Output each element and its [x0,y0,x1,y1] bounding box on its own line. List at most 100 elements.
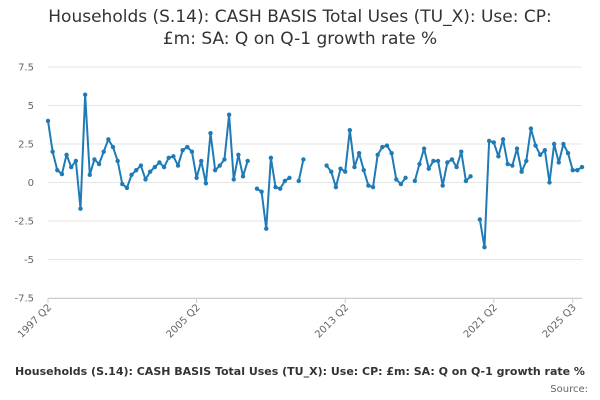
data-point [463,178,469,184]
data-point [180,147,185,153]
data-point [519,169,524,174]
data-point [435,158,441,164]
data-point [417,161,422,167]
data-point [87,172,92,177]
data-point [157,160,162,165]
data-point [106,137,111,142]
data-point [394,177,399,182]
series-line-segment [325,129,407,189]
data-point [245,158,250,164]
data-point [500,137,506,142]
data-point [92,157,97,162]
data-point [129,172,134,177]
source-label: Source: [550,384,588,395]
data-point [366,183,371,188]
chart-title-line-2: £m: SA: Q on Q-1 growth rate % [162,29,438,49]
data-point [482,244,487,250]
data-point [287,175,292,181]
data-point [254,186,260,191]
data-point [264,226,269,231]
y-tick-label: 7.5 [18,63,34,74]
data-point [375,152,380,157]
data-point [55,167,60,173]
data-point [547,180,552,185]
x-tick-label: 1997 Q2 [16,302,54,340]
series-line-group [47,93,583,249]
data-point [226,112,232,117]
chart-title-line-1: Households (S.14): CASH BASIS Total Uses… [48,7,552,27]
data-point [59,171,65,177]
data-point [538,152,543,157]
data-point [449,157,455,162]
data-point [120,181,125,187]
data-point [333,184,339,190]
y-tick-label: -7.5 [14,294,34,305]
data-point [138,163,144,168]
chart-title: Households (S.14): CASH BASIS Total Uses… [0,6,600,50]
data-point [194,175,199,181]
data-point [259,189,264,194]
data-point [82,92,88,97]
data-point [78,206,83,211]
data-point [342,169,348,174]
x-axis-tick-labels: 1997 Q2 2005 Q2 2013 Q2 2021 Q2 2025 Q3 [16,298,579,340]
data-point [356,151,362,156]
data-point [361,167,366,173]
data-point [124,185,130,191]
y-axis-tick-labels: 7.5 5 2.5 0 -2.5 -5 -7.5 [14,63,34,305]
data-point [459,149,464,154]
data-point [440,183,445,188]
data-point [282,178,288,184]
series-line-segment [478,127,583,249]
data-point [212,167,218,173]
data-point [203,181,209,186]
data-point [486,138,492,144]
data-point [45,118,51,124]
data-point [329,169,334,174]
data-point [231,177,236,182]
data-point [491,140,496,145]
x-tick-label: 2021 Q2 [462,302,500,340]
data-point [301,157,306,162]
data-point [524,158,529,164]
y-tick-label: -5 [24,255,34,266]
data-point [217,163,223,168]
data-point [431,158,436,164]
series-points-group [45,92,585,250]
data-point [445,160,450,165]
data-point [352,164,357,170]
data-point [240,174,246,179]
data-point [208,131,213,136]
data-point [579,164,585,170]
data-point [273,184,278,190]
data-point [384,143,390,148]
data-point [380,144,385,150]
data-point [454,164,459,170]
data-point [166,155,171,161]
data-point [199,158,204,164]
data-point [96,161,102,167]
x-tick-label: 2013 Q2 [313,302,351,340]
data-point [110,144,116,150]
data-point [143,177,148,182]
data-point [268,155,274,161]
data-point [115,158,120,164]
data-point [556,160,561,165]
data-point [64,152,69,157]
x-tick-label: 2025 Q3 [541,302,579,340]
y-tick-label: 0 [28,178,34,189]
data-point [575,167,580,173]
data-point [551,141,557,147]
y-tick-label: 5 [28,101,34,112]
y-tick-label: 2.5 [18,140,34,151]
data-point [324,163,329,168]
data-point [403,175,408,181]
data-point [561,141,566,147]
data-point [528,126,534,131]
data-point [496,154,501,159]
data-point [296,178,301,184]
data-point [370,184,376,190]
series-line-segment [297,159,305,182]
data-point [542,147,548,153]
